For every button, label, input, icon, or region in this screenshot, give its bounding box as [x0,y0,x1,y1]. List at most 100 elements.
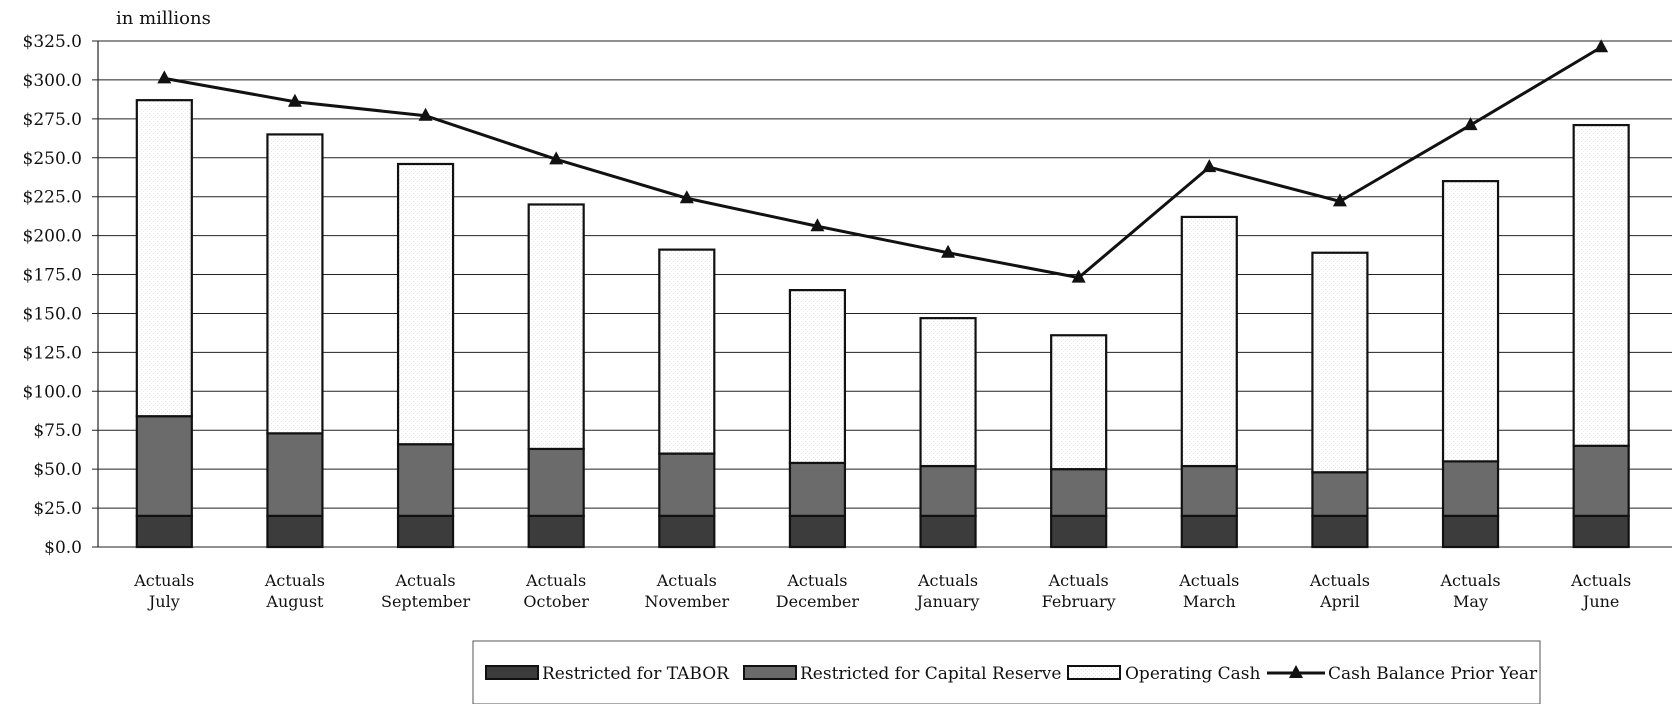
bar-segment-operating-cash [919,317,977,468]
x-axis: Actuals July Actuals August Actuals September… [133,571,1631,611]
x-tick-label: March [1183,592,1236,611]
legend-triangle-marker [1289,665,1303,678]
x-tick-label: Actuals [1309,571,1370,590]
bar-segment-restricted-for-tabor [1050,514,1108,549]
bar-segment-operating-cash [1050,334,1108,471]
legend-label: Restricted for TABOR [542,664,730,684]
y-tick-label: $275.0 [23,110,82,130]
x-tick-label: January [915,592,980,611]
line-point-marker [1594,39,1609,53]
bar-segment-restricted-for-capital-reserve [1441,460,1500,517]
x-tick-label: September [381,592,470,611]
y-tick-label: $50.0 [33,460,82,480]
y-axis: $0.0 $25.0 $50.0 $75.0 $100.0 $125.0 $150.0 $17… [23,32,99,558]
bar-segment-restricted-for-capital-reserve [1050,468,1108,517]
line-point-marker [1332,193,1347,207]
bar-segment-restricted-for-tabor [788,514,847,549]
y-tick-label: $325.0 [23,32,82,52]
x-tick-label: Actuals [1048,571,1109,590]
bar-segment-restricted-for-capital-reserve [919,464,977,517]
bar-segment-restricted-for-capital-reserve [396,443,455,517]
line-point-marker [679,190,694,204]
x-tick-label: Actuals [133,571,194,590]
x-tick-label: Actuals [656,571,717,590]
y-tick-label: $225.0 [23,188,82,208]
bar-segment-operating-cash [1311,251,1369,474]
y-tick-label: $0.0 [44,538,82,558]
x-tick-label: November [644,592,729,611]
y-tick-label: $300.0 [23,71,82,91]
line-point-marker [810,218,825,232]
bar-segment-restricted-for-capital-reserve [1180,464,1238,517]
bar-segment-restricted-for-capital-reserve [788,461,847,517]
line-series [164,45,1602,280]
bar-segment-restricted-for-tabor [135,514,193,549]
legend-swatch [743,665,797,680]
bar-segment-operating-cash [527,203,585,451]
y-tick-label: $100.0 [23,382,82,402]
bar-segment-restricted-for-tabor [266,514,324,549]
bar-segment-restricted-for-tabor [919,514,977,549]
bar-segment-restricted-for-tabor [1311,514,1369,549]
bar-segment-restricted-for-capital-reserve [135,415,193,517]
bar-segment-restricted-for-tabor [1441,514,1500,549]
bar-segment-restricted-for-tabor [1180,514,1238,549]
bar-segment-operating-cash [396,162,455,446]
x-tick-label: August [265,592,324,611]
legend-box [472,640,1541,704]
x-tick-label: June [1581,592,1620,611]
bar-segment-restricted-for-capital-reserve [527,447,585,517]
unit-label: in millions [116,8,211,29]
x-tick-label: Actuals [917,571,978,590]
x-tick-label: April [1319,592,1360,611]
bar-segment-restricted-for-capital-reserve [1572,444,1630,517]
line-point-marker [1202,159,1217,173]
y-tick-label: $125.0 [23,343,82,363]
line-point-marker [941,244,956,258]
line-point-marker [549,151,564,165]
bar-segment-operating-cash [1180,215,1238,468]
y-tick-label: $75.0 [33,421,82,441]
bar-segment-restricted-for-capital-reserve [658,452,716,517]
legend-swatch [485,665,539,680]
y-tick-label: $250.0 [23,149,82,169]
legend-swatch [1067,665,1121,680]
bar-segment-restricted-for-tabor [396,514,455,549]
line-point-marker [287,93,302,107]
bar-segment-operating-cash [266,133,324,435]
x-tick-label: February [1042,592,1116,611]
line-point-marker [1071,269,1086,283]
line-point-marker [418,107,433,121]
x-tick-label: December [776,592,860,611]
x-tick-label: July [147,592,180,611]
x-tick-label: May [1453,592,1488,611]
legend-label: Cash Balance Prior Year [1328,664,1538,684]
bar-segment-operating-cash [788,289,847,465]
line-point-marker [157,70,172,84]
x-tick-label: Actuals [786,571,847,590]
y-tick-label: $200.0 [23,227,82,247]
legend: Restricted for TABOR Restricted for Capit… [472,640,1541,704]
bars [135,99,1630,549]
bar-segment-restricted-for-tabor [527,514,585,549]
bar-segment-operating-cash [1441,180,1500,463]
x-tick-label: Actuals [525,571,586,590]
x-tick-label: Actuals [1439,571,1500,590]
y-tick-label: $150.0 [23,304,82,324]
bar-segment-restricted-for-tabor [1572,514,1630,549]
x-tick-label: October [523,592,589,611]
bar-segment-restricted-for-capital-reserve [1311,471,1369,517]
x-tick-label: Actuals [1178,571,1239,590]
x-tick-label: Actuals [1570,571,1631,590]
legend-label: Restricted for Capital Reserve [800,664,1061,684]
bar-segment-restricted-for-capital-reserve [266,432,324,517]
gridlines [92,40,1672,548]
line-point-marker [1463,117,1478,131]
bar-segment-operating-cash [1572,123,1630,447]
x-tick-label: Actuals [264,571,325,590]
y-tick-label: $25.0 [33,499,82,519]
legend-label: Operating Cash [1125,664,1261,684]
bar-segment-restricted-for-tabor [658,514,716,549]
bar-segment-operating-cash [658,248,716,455]
